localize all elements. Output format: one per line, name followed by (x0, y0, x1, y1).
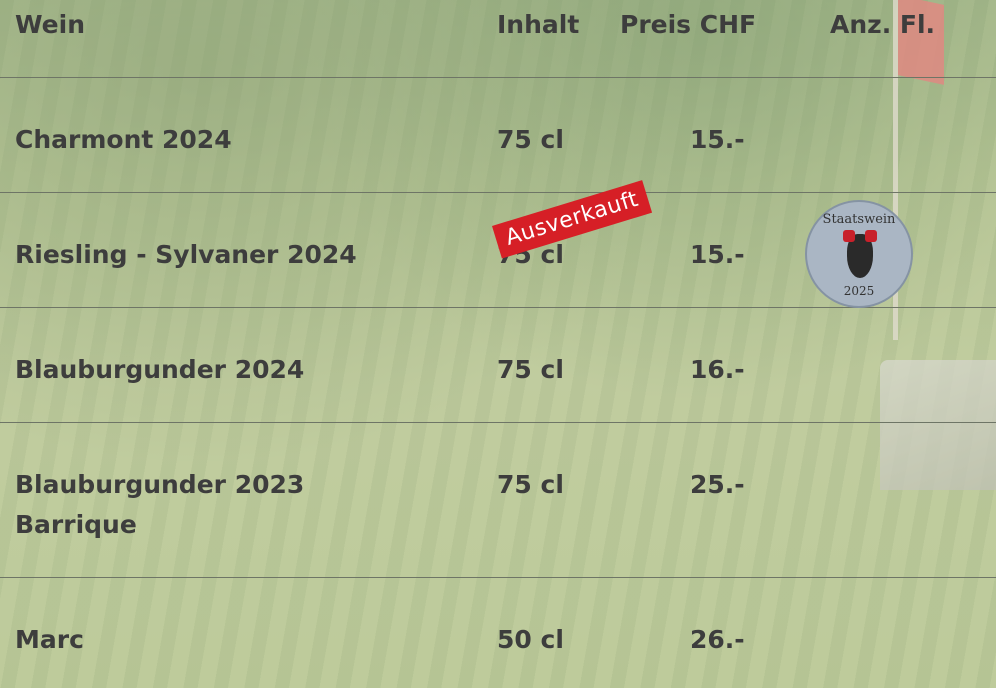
column-header: Wein (15, 8, 85, 42)
volume: 75 cl (497, 468, 564, 502)
volume: 75 cl (497, 123, 564, 157)
price: 26.- (690, 623, 745, 657)
column-header: Preis CHF (620, 8, 756, 42)
badge-title: Staatswein (807, 212, 911, 227)
column-header: Anz. Fl. (830, 8, 935, 42)
column-header: Inhalt (497, 8, 579, 42)
badge-leaf (843, 230, 855, 242)
price: 25.- (690, 468, 745, 502)
volume: 50 cl (497, 623, 564, 657)
award-badge: Staatswein 2025 (805, 200, 913, 308)
row-divider (0, 577, 996, 578)
page: Wein Inhalt Preis CHF Anz. Fl. Charmont 2024… (0, 0, 996, 688)
price: 16.- (690, 353, 745, 387)
row-divider (0, 192, 996, 193)
wine-name: Marc (15, 623, 84, 657)
wine-name: Blauburgunder 2023 (15, 468, 304, 502)
badge-leaf (865, 230, 877, 242)
row-divider (0, 307, 996, 308)
price: 15.- (690, 238, 745, 272)
wine-name: Barrique (15, 508, 137, 542)
volume: 75 cl (497, 353, 564, 387)
badge-year: 2025 (807, 284, 911, 298)
wine-name: Charmont 2024 (15, 123, 232, 157)
overlay (0, 0, 996, 688)
wine-name: Riesling - Sylvaner 2024 (15, 238, 357, 272)
wine-name: Blauburgunder 2024 (15, 353, 304, 387)
row-divider (0, 77, 996, 78)
row-divider (0, 422, 996, 423)
price: 15.- (690, 123, 745, 157)
